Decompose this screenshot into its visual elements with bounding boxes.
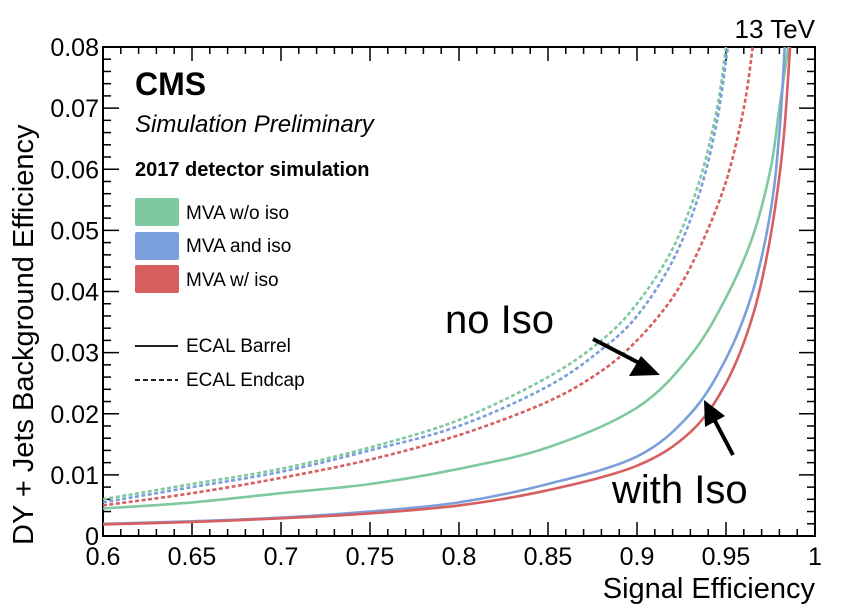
y-axis-label: DY + Jets Background Efficiency	[8, 124, 40, 545]
y-tick-label: 0.04	[50, 279, 99, 307]
y-tick-label: 0.07	[50, 95, 99, 123]
annotation-with-iso-text: with Iso	[611, 468, 748, 512]
x-tick-label: 0.85	[524, 543, 573, 571]
legend-swatch-green	[135, 198, 179, 226]
curve-mva-w-o-iso-ecal-endcap	[103, 47, 728, 501]
x-tick-label: 0.95	[702, 543, 751, 571]
axis-tick-labels: 0.6 0.65 0.7 0.75 0.8 0.85 0.9 0.95 1 0 0.01 0.02 0.…	[50, 34, 822, 571]
annotation-with-iso: with Iso	[611, 400, 748, 512]
legend-label-mva-wo-iso: MVA w/o iso	[186, 203, 289, 224]
arrow-no-iso-shaft	[592, 337, 642, 366]
legend-label-mva-and-iso: MVA and iso	[186, 236, 291, 257]
x-tick-label: 0.9	[620, 543, 655, 571]
status-label: Simulation Preliminary	[135, 111, 376, 138]
y-tick-label: 0.03	[50, 340, 99, 368]
curve-mva-and-iso-ecal-endcap	[103, 47, 730, 504]
y-tick-label: 0.01	[50, 462, 99, 490]
curve-mva-w-iso-ecal-endcap	[103, 47, 754, 507]
axis-ticks	[102, 46, 816, 537]
energy-label: 13 TeV	[735, 14, 816, 44]
annotation-no-iso-text: no Iso	[445, 298, 554, 342]
x-tick-label: 0.7	[264, 543, 299, 571]
legend-swatch-red	[135, 265, 179, 293]
x-tick-label: 0.8	[442, 543, 477, 571]
curve-mva-w-o-iso-ecal-barrel	[103, 47, 790, 510]
arrow-no-iso-head	[629, 356, 660, 376]
x-tick-label: 0.75	[346, 543, 395, 571]
legend: MVA w/o iso MVA and iso MVA w/ iso ECAL …	[135, 198, 305, 391]
y-tick-label: 0	[85, 523, 99, 551]
y-tick-label: 0.06	[50, 156, 99, 184]
legend-swatch-blue	[135, 232, 179, 260]
legend-label-ecal-barrel: ECAL Barrel	[186, 336, 291, 357]
annotation-no-iso: no Iso	[445, 298, 660, 376]
simulation-note: 2017 detector simulation	[135, 159, 370, 181]
y-tick-label: 0.08	[50, 34, 99, 62]
legend-label-ecal-endcap: ECAL Endcap	[186, 370, 305, 391]
x-axis-label: Signal Efficiency	[603, 573, 816, 605]
x-tick-label: 0.6	[86, 543, 121, 571]
x-tick-label: 0.65	[168, 543, 217, 571]
y-tick-label: 0.02	[50, 401, 99, 429]
legend-label-mva-w-iso: MVA w/ iso	[186, 270, 279, 291]
arrow-with-iso-head	[704, 400, 725, 427]
y-tick-label: 0.05	[50, 217, 99, 245]
arrow-with-iso-shaft	[713, 420, 735, 456]
curves	[103, 47, 792, 526]
experiment-label: CMS	[135, 66, 206, 102]
curve-mva-w-iso-ecal-barrel	[103, 47, 792, 526]
x-tick-label: 1	[808, 543, 822, 571]
